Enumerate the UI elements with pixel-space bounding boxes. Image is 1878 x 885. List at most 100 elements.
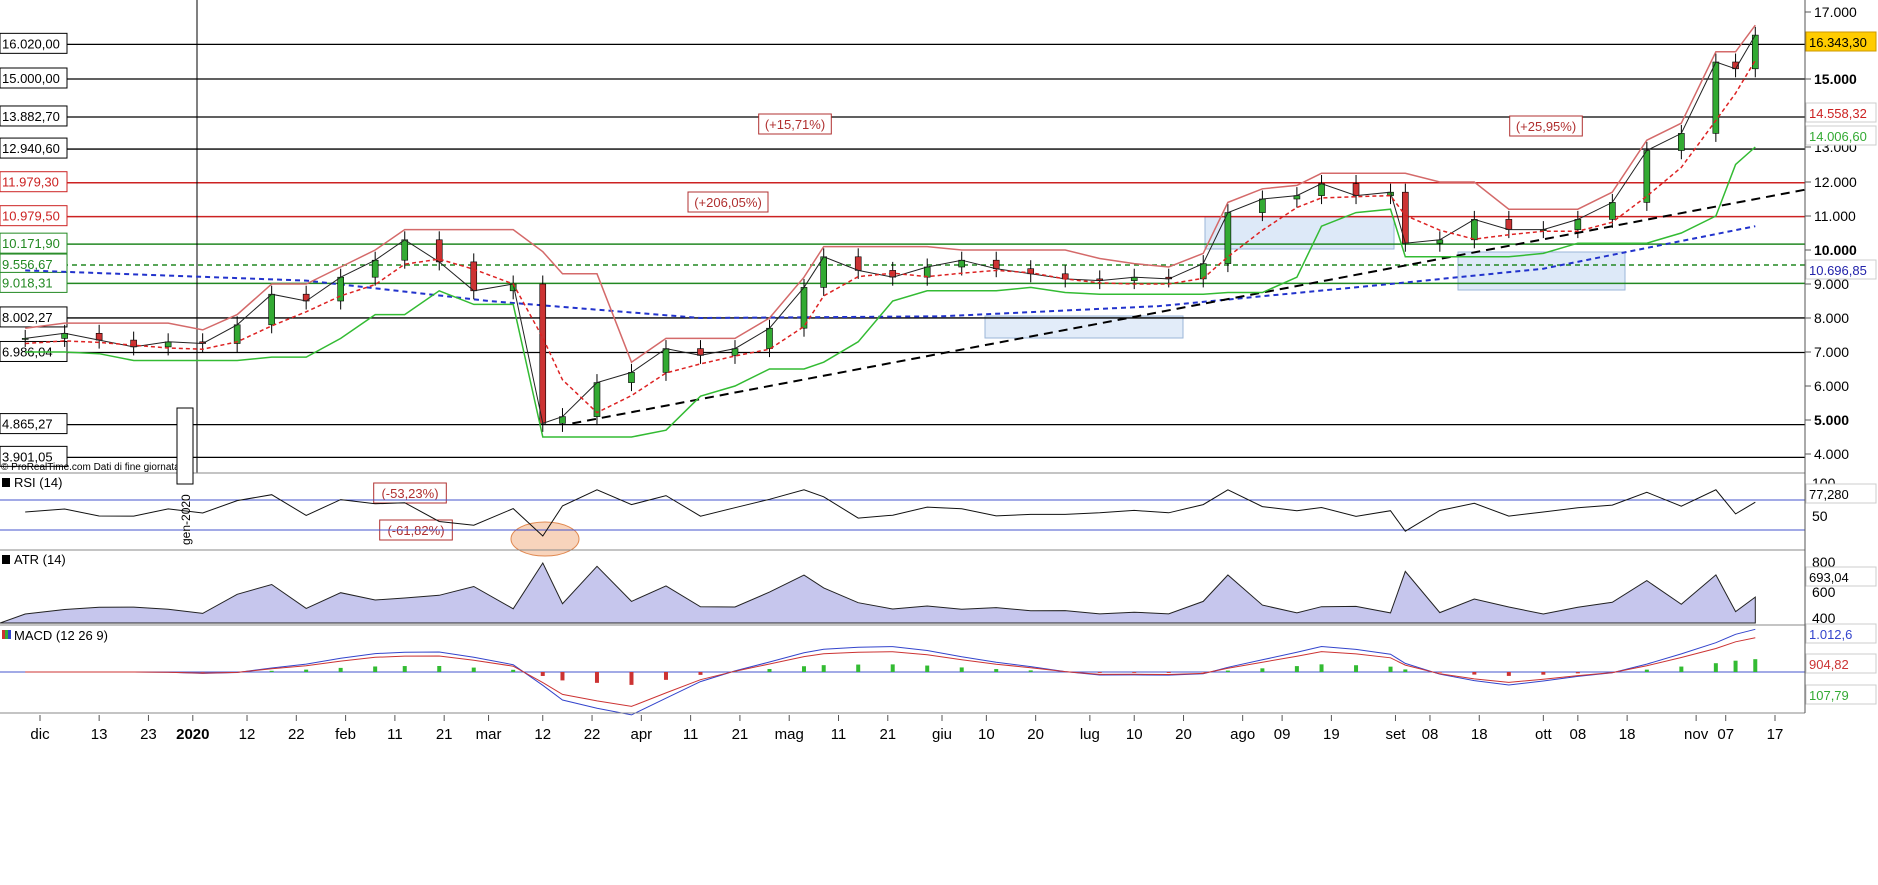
- macd-histogram-bar: [1679, 666, 1684, 672]
- level-label: 13.882,70: [2, 109, 60, 124]
- candle-body: [1352, 183, 1360, 196]
- price-y-tick-label: 9.000: [1814, 276, 1849, 292]
- macd-histogram-bar: [767, 669, 772, 672]
- watermark-text: © ProRealTime.com Dati di fine giornata: [1, 462, 180, 473]
- stop-red-line: [25, 24, 1756, 364]
- candle-body: [371, 259, 379, 278]
- x-tick-label: 22: [288, 726, 305, 743]
- candle-body: [470, 261, 478, 292]
- atr-y-tick-label: 400: [1812, 610, 1836, 626]
- gen-2020-marker-box: [176, 407, 194, 485]
- level-label: 11.979,30: [2, 175, 59, 190]
- macd-histogram-bar: [1294, 666, 1299, 672]
- price-y-tick-label: 15.000: [1814, 71, 1857, 87]
- side-value-box: [1805, 102, 1877, 123]
- macd-histogram-bar: [1225, 670, 1230, 672]
- macd-histogram-bar: [1260, 668, 1265, 672]
- x-tick-label: 13: [91, 726, 108, 743]
- macd-histogram-bar: [560, 672, 565, 681]
- rsi-title-text: RSI (14): [14, 475, 62, 490]
- x-tick-label: 23: [140, 726, 157, 743]
- x-tick-label: set: [1385, 726, 1406, 743]
- macd-histogram-bar: [1201, 672, 1206, 673]
- level-label-box: [0, 171, 68, 193]
- macd-histogram-bar: [1354, 665, 1359, 672]
- x-tick-label: apr: [630, 726, 652, 743]
- x-tick-label: dic: [30, 726, 50, 743]
- rsi-title: RSI (14): [2, 475, 62, 490]
- macd-title-text: MACD (12 26 9): [14, 628, 108, 643]
- atr-area: [0, 561, 1756, 624]
- macd-histogram-bar: [629, 672, 634, 685]
- ma-blue-line: [25, 225, 1756, 320]
- price-y-tick-label: 17.000: [1814, 4, 1857, 20]
- macd-histogram-bar: [511, 669, 516, 672]
- x-tick-label: 18: [1471, 726, 1488, 743]
- x-tick-label: 17: [1767, 726, 1784, 743]
- macd-signal-line: [25, 637, 1756, 707]
- macd-value-box: [1805, 623, 1877, 644]
- x-tick-label: 20: [1175, 726, 1192, 743]
- macd-histogram-bar: [1132, 672, 1137, 673]
- gen-2020-marker: gen-2020: [176, 407, 194, 545]
- price-y-tick-label: 8.000: [1814, 310, 1849, 326]
- atr-value-label: 693,04: [1809, 570, 1849, 585]
- macd-histogram-bar: [1472, 672, 1477, 675]
- percent-annotation-box: [687, 191, 769, 213]
- close-line: [25, 34, 1756, 425]
- stop-green-line: [25, 146, 1756, 438]
- x-tick-label: 21: [879, 726, 896, 743]
- price-y-tick-label: 12.000: [1814, 174, 1857, 190]
- ma-red-line: [25, 59, 1756, 414]
- macd-swatch-blue: [8, 630, 11, 639]
- level-label: 9.018,31: [2, 275, 53, 290]
- level-label-box: [0, 105, 68, 127]
- x-tick-label: 09: [1274, 726, 1291, 743]
- macd-histogram-bar: [373, 666, 378, 672]
- x-tick-label: 21: [436, 726, 453, 743]
- rsi-line: [25, 489, 1756, 537]
- macd-histogram-bar: [1028, 670, 1033, 672]
- macd-histogram-bar: [1166, 672, 1171, 673]
- macd-histogram-bar: [1437, 672, 1442, 673]
- x-tick-label: giu: [932, 726, 952, 743]
- candle-body: [992, 259, 1000, 270]
- macd-histogram-bar: [1403, 669, 1408, 672]
- level-label: 12.940,60: [2, 141, 60, 156]
- rsi-y-tick-label: 50: [1812, 508, 1828, 524]
- low-highlight-ellipse: [510, 521, 580, 557]
- x-tick-label: 07: [1717, 726, 1734, 743]
- candle-body: [1609, 202, 1616, 220]
- x-tick-label: 08: [1422, 726, 1439, 743]
- atr-panel: 800 600 400 693,04: [0, 554, 1877, 626]
- macd-histogram-bar: [698, 672, 703, 675]
- level-label-box: [0, 67, 68, 89]
- x-tick-label: feb: [335, 726, 356, 743]
- price-y-tick-label: 10.000: [1814, 242, 1857, 258]
- x-tick-label: 11: [831, 726, 847, 743]
- price-y-tick-label: 11.000: [1814, 208, 1856, 224]
- macd-value-box: [1805, 684, 1877, 705]
- percent-annotation-label: (+25,95%): [1516, 119, 1576, 134]
- macd-panel: 1.012,6 904,82 107,79: [0, 623, 1877, 716]
- macd-histogram-bar: [1388, 666, 1393, 672]
- candle-body: [1259, 198, 1266, 213]
- level-label: 16.020,00: [2, 36, 60, 51]
- macd-line: [25, 628, 1756, 716]
- x-tick-label: mar: [476, 726, 502, 743]
- level-label-box: [0, 232, 68, 254]
- candle-body: [1318, 183, 1325, 196]
- macd-swatch-red: [2, 630, 5, 639]
- macd-histogram-bar: [471, 667, 476, 672]
- rsi-swatch: [2, 478, 10, 487]
- candle-body: [95, 332, 103, 341]
- candle-body: [731, 348, 739, 356]
- percent-annotation-box: [373, 482, 447, 504]
- macd-value-box: [1805, 653, 1877, 674]
- candle-body: [854, 256, 862, 271]
- level-label-box: [0, 32, 68, 54]
- macd-histogram-bar: [1644, 669, 1649, 672]
